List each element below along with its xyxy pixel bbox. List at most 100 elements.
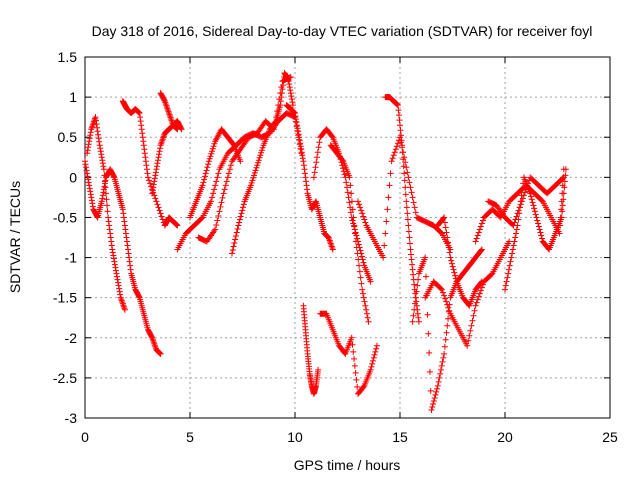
data-point-s21 — [502, 286, 508, 293]
data-point-s21 — [560, 196, 567, 203]
data-point-s2 — [105, 214, 112, 221]
data-point-s17 — [478, 247, 485, 254]
data-point-s18 — [470, 312, 477, 319]
data-point-s2 — [87, 129, 94, 136]
data-point-s21 — [562, 166, 569, 173]
data-point-s17 — [424, 311, 431, 318]
data-point-s19 — [446, 249, 453, 256]
data-point-s2 — [86, 135, 93, 142]
data-point-s10 — [304, 186, 311, 193]
data-point-s13 — [314, 149, 321, 156]
data-point-s1 — [120, 214, 127, 221]
data-point-s2 — [116, 288, 123, 295]
data-point-s12 — [348, 334, 355, 341]
data-point-s21 — [532, 211, 539, 218]
data-point-s14 — [349, 206, 356, 213]
data-point-s15 — [361, 216, 368, 223]
data-point-s4 — [163, 104, 170, 111]
data-point-s10 — [296, 134, 303, 141]
data-point-s17 — [478, 246, 485, 253]
data-point-s1 — [156, 349, 163, 356]
data-point-s13 — [357, 247, 364, 254]
data-point-s1 — [99, 195, 106, 202]
data-point-s22 — [518, 198, 525, 205]
data-point-s10 — [300, 162, 307, 169]
data-point-s13 — [312, 164, 319, 171]
data-point-s1 — [148, 333, 155, 340]
data-point-s20 — [478, 220, 485, 227]
data-point-s18 — [467, 327, 474, 334]
data-point-s14 — [339, 157, 346, 164]
data-point-s13 — [311, 169, 318, 176]
data-point-s3 — [158, 213, 165, 220]
data-point-s22 — [515, 207, 522, 214]
data-point-s21 — [513, 230, 520, 237]
data-point-s16 — [408, 251, 415, 258]
data-point-s14 — [356, 262, 363, 269]
data-point-s13 — [355, 241, 362, 248]
data-point-s22 — [524, 183, 531, 190]
y-tick-label: -2.5 — [53, 370, 77, 386]
data-point-s9 — [287, 90, 294, 97]
data-point-s8 — [199, 182, 206, 189]
data-point-s9 — [278, 94, 285, 101]
data-point-s15 — [383, 218, 390, 225]
data-point-s1 — [98, 198, 105, 205]
data-point-s15 — [358, 207, 365, 214]
data-point-s21 — [559, 202, 566, 209]
data-point-s9 — [258, 147, 265, 154]
data-point-s10 — [329, 246, 336, 253]
data-point-s14 — [357, 274, 364, 281]
data-point-s18 — [472, 302, 479, 309]
x-tick-label: 10 — [287, 429, 303, 445]
data-point-s18 — [442, 295, 449, 302]
data-point-s9 — [285, 78, 292, 85]
data-point-s8 — [201, 176, 208, 183]
data-point-s7 — [217, 203, 224, 210]
data-point-s9 — [240, 201, 247, 208]
data-point-s3 — [136, 109, 143, 116]
data-point-s1 — [100, 189, 107, 196]
data-point-s1 — [99, 192, 106, 199]
y-tick-label: -3 — [65, 410, 78, 426]
data-point-s14 — [359, 286, 366, 293]
data-point-s21 — [505, 266, 512, 273]
data-point-s1 — [89, 203, 96, 210]
data-point-s15 — [384, 206, 391, 213]
data-point-s2 — [103, 196, 110, 203]
data-point-s15 — [410, 199, 417, 206]
data-point-s17 — [411, 300, 418, 307]
data-point-s16 — [401, 170, 408, 177]
data-point-s5 — [149, 187, 156, 194]
data-point-s3 — [138, 122, 145, 129]
data-point-s9 — [255, 157, 262, 164]
data-point-s17 — [439, 358, 446, 365]
data-point-s19 — [452, 272, 459, 279]
data-point-s9 — [286, 84, 293, 91]
data-point-s9 — [277, 98, 284, 105]
y-tick-label: -2 — [65, 330, 78, 346]
data-point-s1 — [87, 188, 94, 195]
data-point-s14 — [365, 318, 372, 325]
data-point-s21 — [561, 184, 568, 191]
data-point-s22 — [521, 189, 528, 196]
data-point-s15 — [355, 198, 361, 205]
data-point-s22 — [513, 213, 520, 220]
data-point-s8 — [203, 167, 210, 174]
data-point-s16 — [405, 228, 412, 235]
data-point-s10 — [292, 113, 299, 120]
data-point-s7 — [227, 162, 234, 169]
data-point-s10 — [327, 240, 334, 247]
data-point-s2 — [93, 117, 100, 124]
data-point-s16 — [401, 177, 408, 184]
data-point-s3 — [141, 150, 148, 157]
data-point-s2 — [102, 184, 109, 191]
data-point-s12 — [353, 376, 360, 383]
data-point-s2 — [112, 264, 119, 271]
data-point-s9 — [229, 247, 236, 254]
data-point-s17 — [427, 387, 434, 394]
data-point-s5 — [173, 125, 180, 132]
data-point-s13 — [347, 209, 354, 216]
data-point-s14 — [364, 314, 371, 321]
data-point-s1 — [84, 173, 91, 180]
